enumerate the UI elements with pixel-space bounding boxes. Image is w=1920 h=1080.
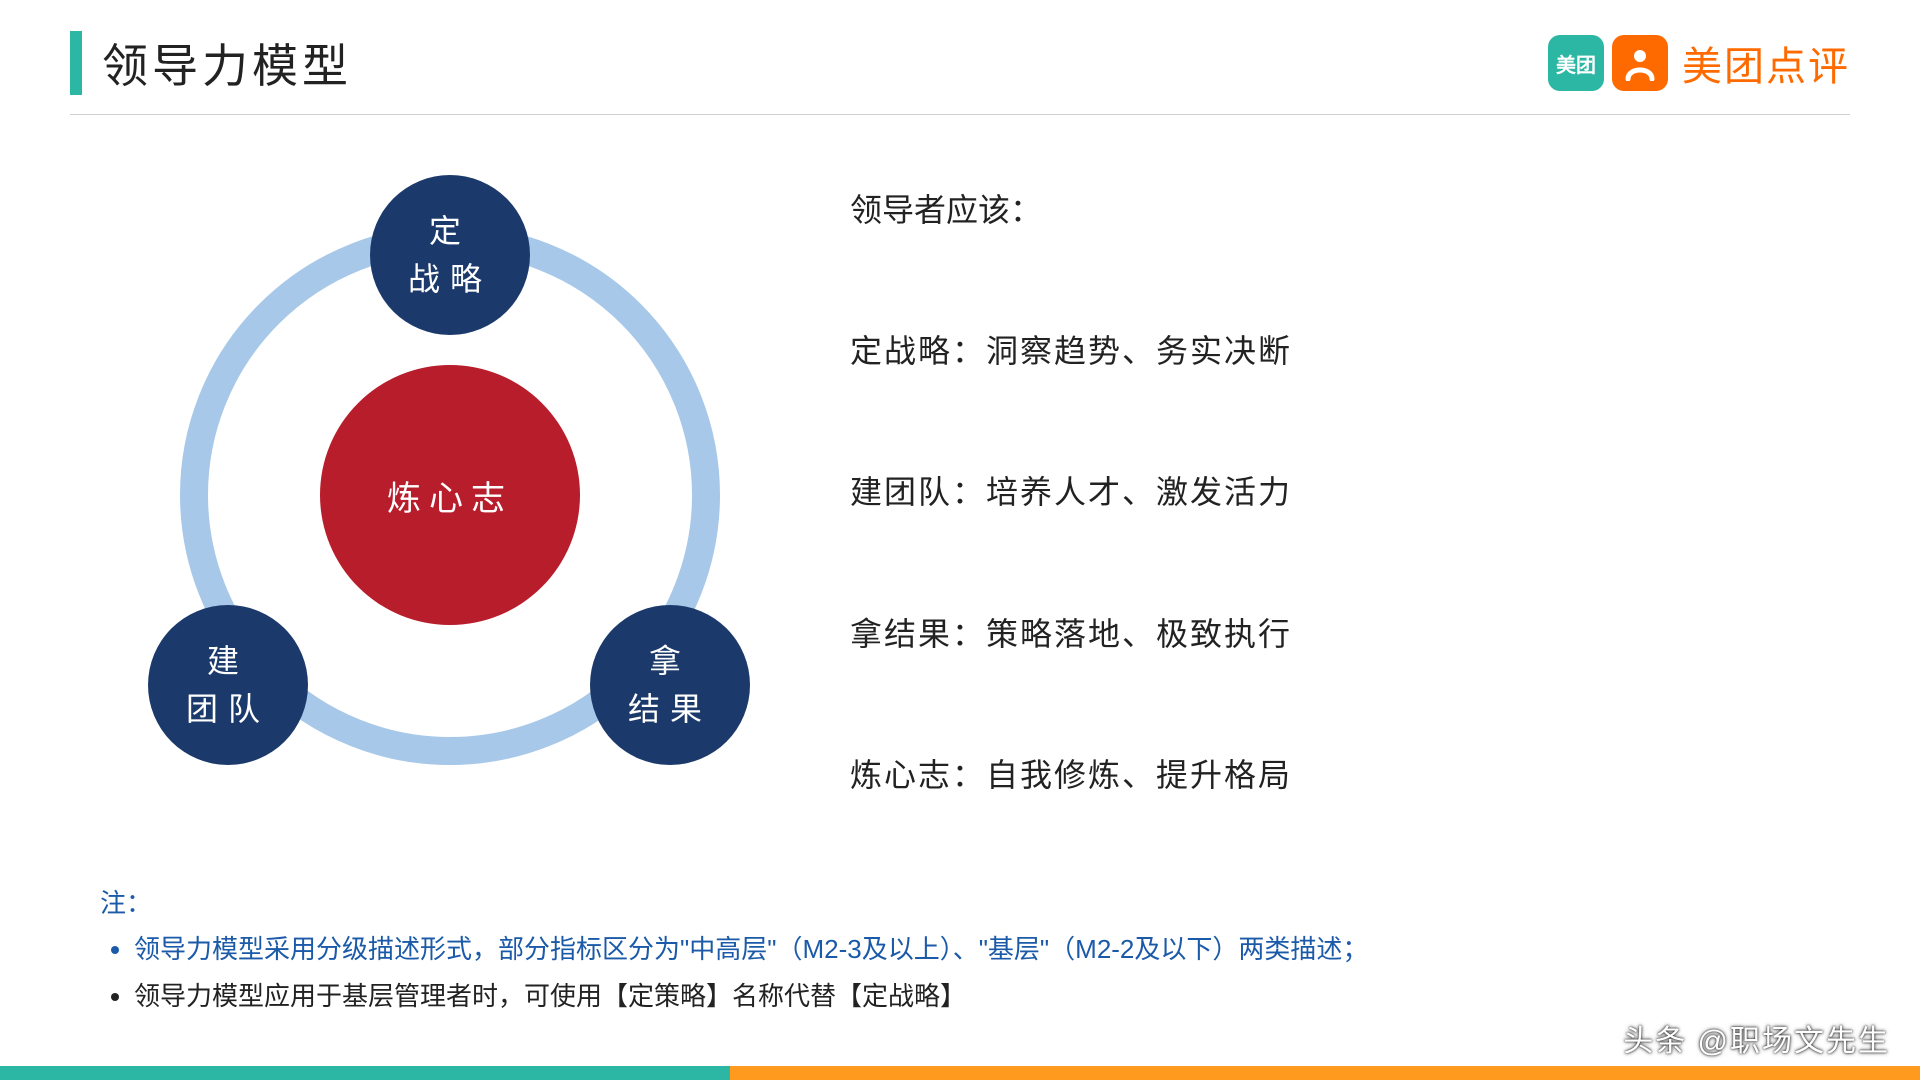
text-column: 领导者应该： 定战略：洞察趋势、务实决断 建团队：培养人才、激发活力 拿结果：策… [850, 175, 1790, 891]
title-wrap: 领导力模型 [70, 30, 352, 96]
bar-seg-2 [730, 1066, 1920, 1080]
watermark: 头条 @职场文先生 [1623, 1016, 1890, 1060]
note-bullet-1: 领导力模型采用分级描述形式，部分指标区分为"中高层"（M2-3及以上）、"基层"… [134, 926, 1840, 973]
diagram-center-node: 炼心志 [320, 365, 580, 625]
bottom-accent-bar [0, 1066, 1920, 1080]
text-heading: 领导者应该： [850, 185, 1790, 236]
person-icon [1622, 45, 1658, 81]
footer-notes: 注： 领导力模型采用分级描述形式，部分指标区分为"中高层"（M2-3及以上）、"… [100, 880, 1840, 1020]
diagram-node-left: 建 团队 [148, 605, 308, 765]
node-left-line1: 建 [207, 637, 249, 685]
node-top-line2: 战略 [408, 255, 492, 303]
note-label: 注： [100, 880, 1840, 927]
center-label: 炼心志 [387, 471, 513, 520]
slide: 领导力模型 美团 美团点评 炼心志 定 战略 建 [0, 0, 1920, 1080]
title-accent-bar [70, 31, 82, 95]
page-title: 领导力模型 [102, 30, 352, 96]
text-line-3: 拿结果：策略落地、极致执行 [850, 609, 1790, 660]
bar-seg-1 [0, 1066, 730, 1080]
dianping-logo-icon [1612, 35, 1668, 91]
node-left-line2: 团队 [186, 685, 270, 733]
node-top-line1: 定 [429, 207, 471, 255]
diagram-node-top: 定 战略 [370, 175, 530, 335]
node-right-line2: 结果 [628, 685, 712, 733]
note-bullet-list: 领导力模型采用分级描述形式，部分指标区分为"中高层"（M2-3及以上）、"基层"… [100, 926, 1840, 1020]
brand-text: 美团点评 [1682, 34, 1850, 92]
diagram-node-right: 拿 结果 [590, 605, 750, 765]
text-line-4: 炼心志：自我修炼、提升格局 [850, 750, 1790, 801]
note-bullet-2: 领导力模型应用于基层管理者时，可使用【定策略】名称代替【定战略】 [134, 973, 1840, 1020]
node-right-line1: 拿 [649, 637, 691, 685]
logo-area: 美团 美团点评 [1548, 34, 1850, 92]
meituan-logo-icon: 美团 [1548, 35, 1604, 91]
content: 炼心志 定 战略 建 团队 拿 结果 领导者应该： 定战略：洞察趋势、务实决断 … [70, 135, 1850, 891]
text-line-2: 建团队：培养人才、激发活力 [850, 467, 1790, 518]
text-line-1: 定战略：洞察趋势、务实决断 [850, 326, 1790, 377]
leadership-diagram: 炼心志 定 战略 建 团队 拿 结果 [130, 175, 770, 815]
header: 领导力模型 美团 美团点评 [70, 30, 1850, 115]
